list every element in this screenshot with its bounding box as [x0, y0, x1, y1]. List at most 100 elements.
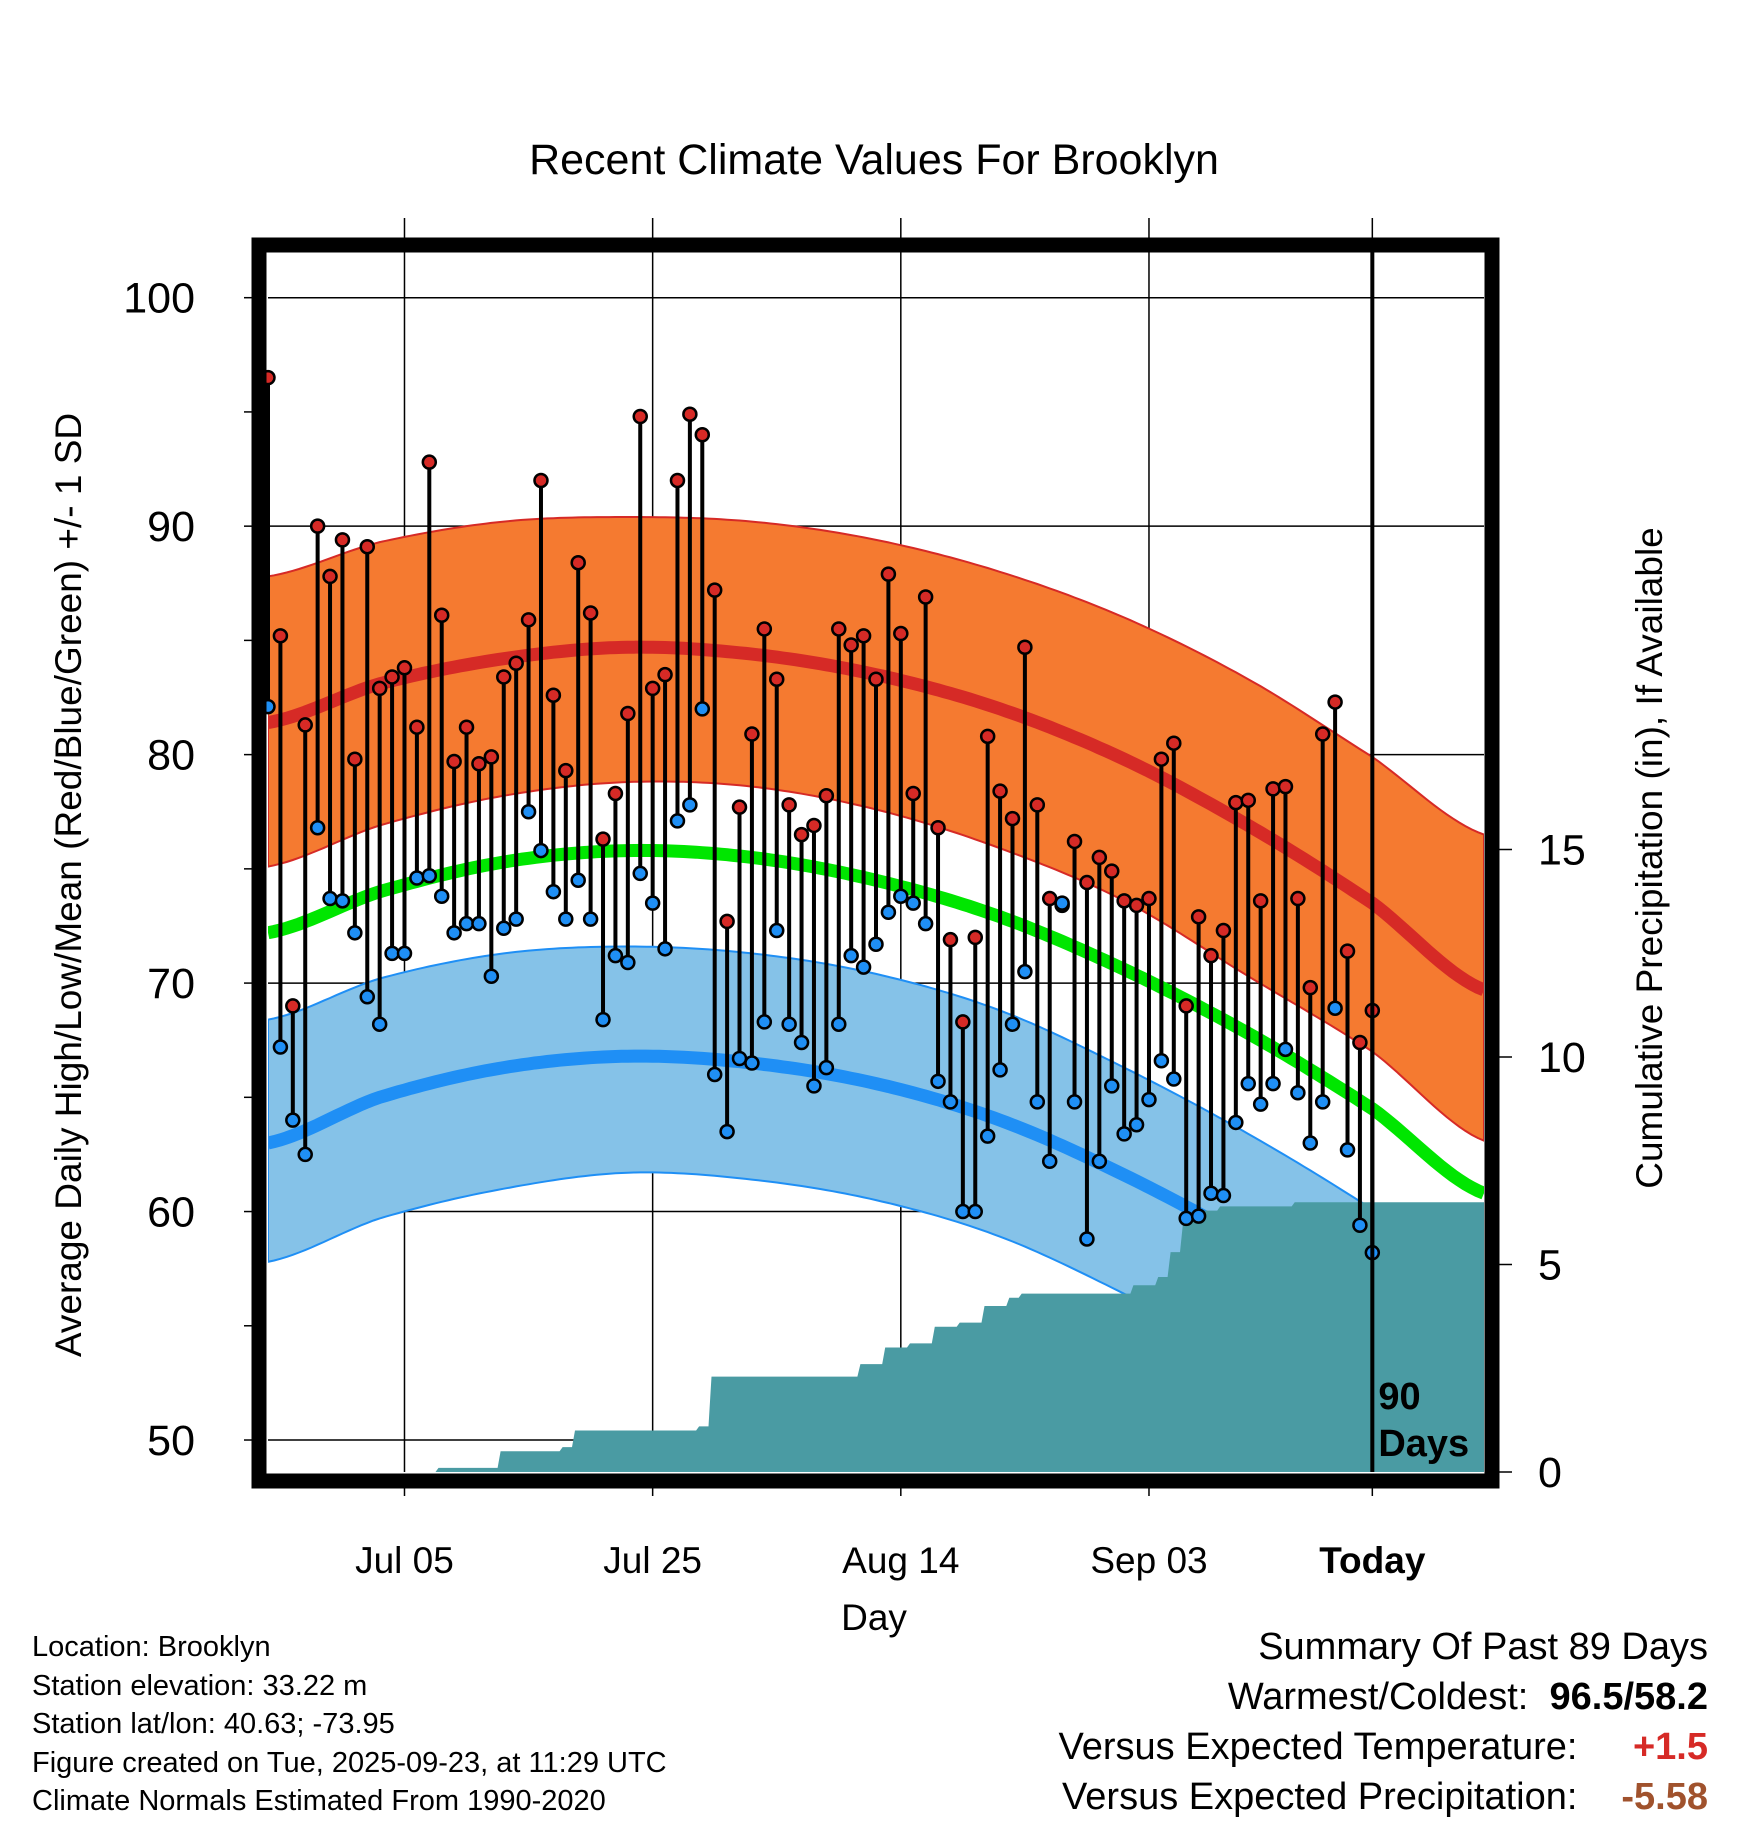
y2-axis: 0 5 10 15 [1492, 827, 1586, 1497]
obs-low-point [582, 911, 599, 927]
obs-low-point [942, 1094, 959, 1110]
obs-high-point [1041, 890, 1058, 907]
obs-high-point [880, 566, 897, 582]
obs-low-point [1215, 1187, 1232, 1204]
obs-low-point [508, 911, 524, 927]
obs-high-point [1265, 781, 1281, 797]
summary-temp-row: Versus Expected Temperature: +1.5 [1059, 1722, 1708, 1772]
obs-low-point [1041, 1153, 1058, 1170]
obs-high-point [942, 931, 959, 948]
obs-high-point [458, 719, 475, 735]
precip-area [268, 1202, 1484, 1472]
obs-low-point [446, 925, 462, 941]
obs-high-point [855, 628, 872, 644]
info-created: Figure created on Tue, 2025-09-23, at 11… [32, 1746, 667, 1779]
obs-high-point [731, 799, 748, 815]
x-tick-label: Today [1319, 1540, 1426, 1581]
obs-high-point [967, 929, 984, 946]
obs-high-point [1004, 810, 1021, 827]
y-axis-label: Average Daily High/Low/Mean (Red/Blue/Gr… [48, 413, 89, 1357]
obs-low-point [868, 936, 884, 952]
obs-low-point [731, 1050, 748, 1067]
obs-high-point [409, 719, 425, 735]
obs-high-point [359, 538, 376, 555]
obs-low-point [719, 1123, 735, 1140]
obs-high-point [657, 666, 673, 683]
obs-high-point [1178, 998, 1194, 1014]
precip-area-group [268, 1202, 1484, 1472]
y2-tick-label: 10 [1538, 1034, 1586, 1082]
obs-low-point [297, 1146, 313, 1163]
obs-low-point [706, 1066, 723, 1083]
obs-low-point [880, 904, 897, 921]
obs-high-point [1302, 979, 1319, 996]
obs-high-point [1203, 947, 1219, 964]
obs-high-point [1066, 833, 1083, 850]
obs-low-point [1302, 1135, 1319, 1151]
temp-value: +1.5 [1632, 1726, 1708, 1768]
obs-high-point [955, 1014, 971, 1030]
obs-high-point [1141, 890, 1157, 907]
obs-low-point [905, 895, 921, 911]
obs-high-point [1290, 890, 1306, 907]
obs-low-point [409, 870, 425, 886]
obs-high-point [1029, 797, 1046, 813]
obs-high-point [682, 406, 698, 422]
y2-tick-label: 0 [1538, 1449, 1562, 1497]
obs-high-point [917, 589, 934, 605]
obs-high-point [1017, 639, 1033, 655]
obs-low-point [1153, 1053, 1170, 1069]
obs-high-point [806, 817, 822, 834]
obs-high-point [768, 671, 785, 687]
obs-high-point [545, 687, 562, 703]
x-tick-label: Jul 25 [603, 1540, 702, 1581]
obs-high-point [1252, 893, 1269, 909]
chart-title: Recent Climate Values For Brooklyn [529, 136, 1219, 184]
summary-panel: Summary Of Past 89 Days Warmest/Coldest:… [1059, 1622, 1708, 1822]
x-tick-label: Sep 03 [1090, 1540, 1207, 1581]
obs-low-point [818, 1059, 835, 1076]
obs-low-point [347, 925, 363, 941]
obs-low-point [396, 945, 413, 962]
today-days-count: 90 [1378, 1376, 1420, 1418]
y-tick-label: 50 [147, 1417, 195, 1465]
obs-low-point [1252, 1096, 1269, 1112]
obs-high-point [1215, 922, 1232, 939]
obs-high-point [706, 582, 723, 598]
obs-low-point [1327, 1000, 1343, 1016]
obs-high-point [483, 749, 500, 765]
warmest-coldest-label: Warmest/Coldest: [1227, 1676, 1529, 1718]
obs-high-point [582, 605, 599, 621]
obs-low-point [272, 1039, 289, 1055]
obs-high-point [1228, 794, 1244, 811]
info-normals: Climate Normals Estimated From 1990-2020 [32, 1785, 606, 1817]
obs-low-point [471, 915, 487, 932]
obs-low-point [1079, 1231, 1095, 1247]
obs-high-point [496, 669, 512, 685]
obs-high-point [781, 797, 797, 813]
obs-low-point [1190, 1208, 1207, 1224]
obs-high-point [570, 554, 586, 571]
obs-low-point [1029, 1094, 1046, 1110]
obs-high-point [1190, 909, 1207, 925]
obs-high-point [371, 680, 388, 697]
obs-high-point [1314, 726, 1331, 742]
obs-low-point [570, 872, 586, 889]
obs-low-point [1290, 1084, 1306, 1101]
obs-high-point [1327, 694, 1343, 710]
obs-low-point [1116, 1126, 1132, 1142]
obs-high-point [979, 728, 996, 745]
observations-group [260, 369, 1381, 1261]
precip-value: -5.58 [1621, 1776, 1708, 1818]
obs-low-point [334, 893, 351, 909]
obs-low-point [1265, 1075, 1281, 1092]
y-tick-label: 100 [123, 275, 195, 323]
obs-low-point [1091, 1153, 1108, 1170]
y-axis: 50 60 70 80 90 100 [123, 275, 259, 1465]
obs-low-point [831, 1016, 847, 1032]
obs-low-point [433, 888, 450, 905]
warmest-coldest-slash: / [1623, 1676, 1635, 1718]
obs-high-point [1091, 849, 1108, 866]
y-tick-label: 90 [147, 503, 195, 551]
